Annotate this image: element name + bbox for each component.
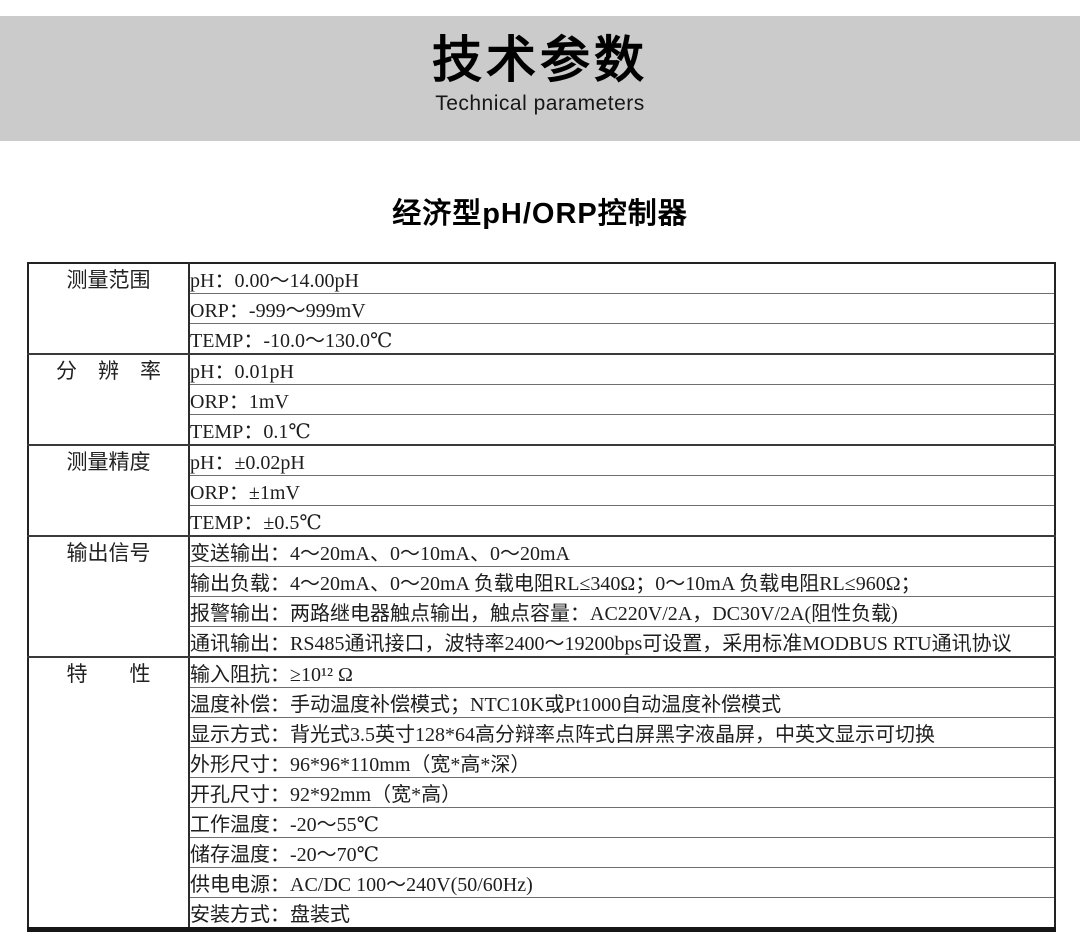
value-cell: 显示方式：背光式3.5英寸128*64高分辩率点阵式白屏黑字液晶屏，中英文显示可… (189, 717, 1055, 748)
value-cell: 储存温度：-20～70℃ (189, 837, 1055, 868)
value-cell: ORP：1mV (189, 384, 1055, 415)
table-row: 测量范围 pH：0.00～14.00pH (28, 263, 1055, 355)
value-cell: 工作温度：-20～55℃ (189, 807, 1055, 838)
value-cell: 温度补偿：手动温度补偿模式；NTC10K或Pt1000自动温度补偿模式 (189, 687, 1055, 718)
value-cell: TEMP：-10.0～130.0℃ (189, 323, 1055, 355)
category-cell: 输出信号 (28, 536, 190, 658)
spec-table-body: 测量范围 pH：0.00～14.00pH ORP：-999～999mV TEMP：-1… (28, 263, 1055, 931)
value-cell: pH：0.00～14.00pH (189, 263, 1055, 294)
header-band: 技术参数 Technical parameters (0, 16, 1080, 141)
value-cell: 通讯输出：RS485通讯接口，波特率2400～19200bps可设置，采用标准M… (189, 626, 1055, 658)
table-row: 供电电源：AC/DC 100～240V(50/60Hz) (28, 867, 1055, 898)
table-row: ORP：-999～999mV (28, 293, 1055, 324)
category-cell: 测量范围 (28, 263, 190, 355)
table-row: 安装方式：盘装式 (28, 898, 1055, 930)
value-cell: 外形尺寸：96*96*110mm（宽*高*深） (189, 747, 1055, 778)
value-cell: ORP：-999～999mV (189, 293, 1055, 324)
table-row: 输出负载：4～20mA、0～20mA 负载电阻RL≤340Ω；0～10mA 负载… (28, 566, 1055, 597)
value-cell: 变送输出：4～20mA、0～10mA、0～20mA (189, 536, 1055, 567)
value-cell: 供电电源：AC/DC 100～240V(50/60Hz) (189, 867, 1055, 898)
value-cell: 开孔尺寸：92*92mm（宽*高） (189, 777, 1055, 808)
spec-table: 测量范围 pH：0.00～14.00pH ORP：-999～999mV TEMP：-1… (27, 262, 1056, 932)
table-row: ORP：±1mV (28, 475, 1055, 506)
value-cell: TEMP：0.1℃ (189, 414, 1055, 446)
value-cell: 输入阻抗：≥10¹² Ω (189, 657, 1055, 688)
page-title: 技术参数 (432, 32, 648, 88)
product-title: 经济型pH/ORP控制器 (392, 198, 688, 230)
category-cell: 分 辨 率 (28, 354, 190, 446)
table-row: 报警输出：两路继电器触点输出，触点容量：AC220V/2A，DC30V/2A(阻… (28, 596, 1055, 627)
value-cell: TEMP：±0.5℃ (189, 505, 1055, 537)
table-row: 温度补偿：手动温度补偿模式；NTC10K或Pt1000自动温度补偿模式 (28, 687, 1055, 718)
table-row: 工作温度：-20～55℃ (28, 807, 1055, 838)
table-row: 分 辨 率 pH：0.01pH (28, 354, 1055, 446)
value-cell: pH：±0.02pH (189, 445, 1055, 476)
table-row: TEMP：0.1℃ (28, 414, 1055, 446)
value-cell: ORP：±1mV (189, 475, 1055, 506)
table-row: TEMP：-10.0～130.0℃ (28, 323, 1055, 355)
value-cell: 安装方式：盘装式 (190, 904, 350, 926)
table-row: 特 性输入阻抗：≥10¹² Ω (28, 657, 1055, 931)
category-cell: 特 性 (28, 657, 190, 931)
category-cell: 测量精度 (28, 445, 190, 537)
table-row: 外形尺寸：96*96*110mm（宽*高*深） (28, 747, 1055, 778)
table-row: 储存温度：-20～70℃ (28, 837, 1055, 868)
table-row: 开孔尺寸：92*92mm（宽*高） (28, 777, 1055, 808)
table-row: ORP：1mV (28, 384, 1055, 415)
value-cell: pH：0.01pH (189, 354, 1055, 385)
page-subtitle-en: Technical parameters (435, 92, 645, 115)
value-cell: 输出负载：4～20mA、0～20mA 负载电阻RL≤340Ω；0～10mA 负载… (189, 566, 1055, 597)
table-row: 测量精度 pH：±0.02pH (28, 445, 1055, 537)
table-row: TEMP：±0.5℃ (28, 505, 1055, 537)
table-row: 输出信号 变送输出：4～20mA、0～10mA、0～20mA (28, 536, 1055, 658)
table-row: 显示方式：背光式3.5英寸128*64高分辩率点阵式白屏黑字液晶屏，中英文显示可… (28, 717, 1055, 748)
value-cell: 报警输出：两路继电器触点输出，触点容量：AC220V/2A，DC30V/2A(阻… (189, 596, 1055, 627)
table-row: 通讯输出：RS485通讯接口，波特率2400～19200bps可设置，采用标准M… (28, 626, 1055, 658)
